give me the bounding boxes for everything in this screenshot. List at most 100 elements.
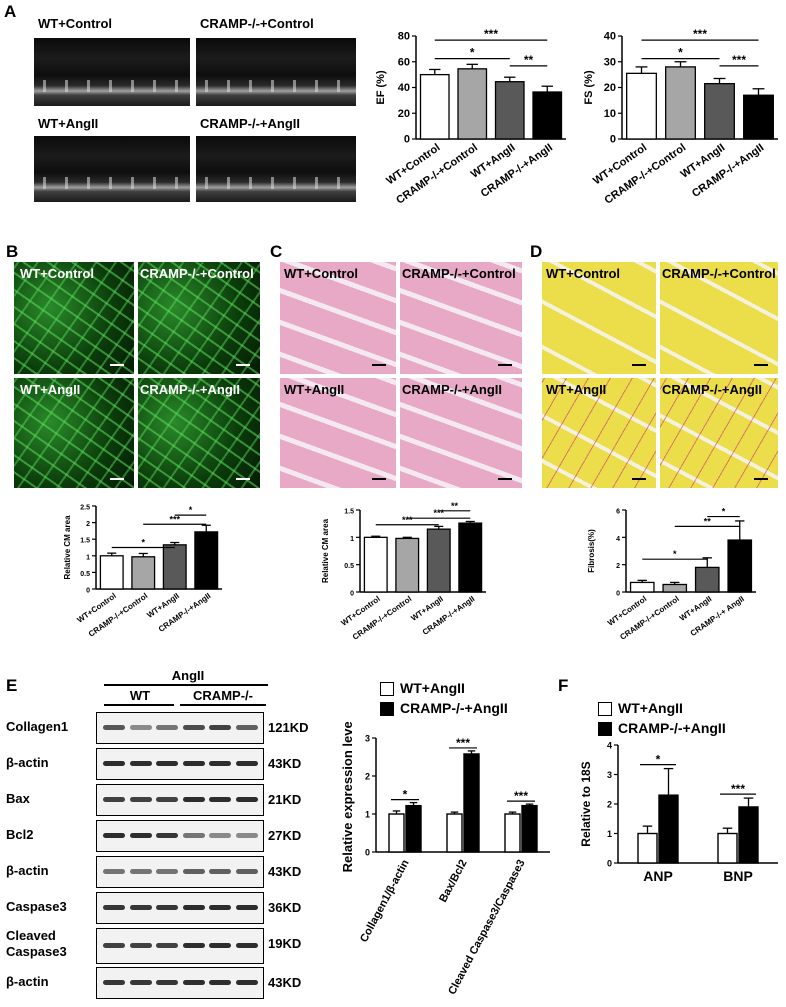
bar [694,566,720,593]
legend-e-wt-text: WT+AngII [400,680,465,696]
bar [658,794,679,864]
sr-image-cramp-control: CRAMP-/-+Control [660,262,778,374]
y-tick-label: 0 [350,591,354,598]
blot-band [103,761,125,766]
blot-band [209,725,231,730]
scale-bar [372,364,386,366]
echo-image-cramp-angii [196,136,356,202]
blot-cramp-label: CRAMP-/- [193,688,253,703]
bar [738,806,759,864]
bar [494,81,525,140]
y-tick-label: 40 [398,82,410,94]
sr-image-cramp-angii: CRAMP-/-+AngII [660,378,778,488]
significance-label: ** [451,501,459,511]
echo-label-wt-angii: WT+AngII [38,116,99,131]
scale-bar [110,478,124,480]
scale-bar [110,364,124,366]
panel-label-e: E [6,676,18,695]
blot-band [103,943,125,948]
blot-row-label: Caspase3 [6,899,67,914]
y-axis-label: Relative CM area [63,515,72,580]
y-tick-label: 6 [616,509,620,516]
blot-band [235,797,258,802]
significance-label: *** [433,508,444,518]
panel-label-c: C [270,242,283,261]
panel-label-b: B [6,242,19,261]
blot-band [129,869,152,874]
legend-f-cramp-text: CRAMP-/-+AngII [618,720,726,736]
blot-kd-label: 27KD [268,828,302,843]
sr-label-wt-control: WT+Control [546,266,621,281]
blot-band [209,833,231,838]
blot-wt-line [104,704,174,706]
sr-image-wt-angii: WT+AngII [542,378,656,488]
echo-image-wt-control [34,38,190,106]
bar [463,753,480,853]
category-label: CRAMP-/-+Control [618,594,681,642]
blot-band [129,905,152,910]
y-tick-label: 0 [607,859,612,869]
blot-band [182,833,205,838]
y-tick-label: 1 [350,536,354,543]
y-tick-label: 0 [365,848,370,858]
gfp-image-cramp-control: CRAMP-/-+Control [138,262,260,374]
blot-band [156,833,178,838]
y-tick-label: 1 [607,829,612,839]
bar [637,832,658,864]
fibrosis-chart-d: 0246Fibrosis(%)WT+ControlCRAMP-/-+Contro… [587,507,756,642]
blot-band [209,943,231,948]
y-tick-label: 0 [404,134,410,146]
y-axis-label: Relative CM area [321,518,330,583]
y-tick-label: 30 [604,56,616,68]
gfp-label-wt-control: WT+Control [20,266,95,281]
echo-label-cramp-angii: CRAMP-/-+AngII [200,116,301,131]
y-axis-label: FS (%) [583,70,595,105]
blot-band [156,761,178,766]
significance-label: *** [732,53,746,67]
significance-label: * [189,505,193,515]
scale-bar [498,478,512,480]
legend-swatch-wt [380,682,394,697]
blot-strip [96,967,264,999]
echo-image-cramp-control [196,38,356,106]
blot-kd-label: 43KD [268,756,302,771]
he-label-wt-control: WT+Control [284,266,359,281]
blot-band [129,833,152,838]
scale-bar [632,478,646,480]
sr-label-wt-angii: WT+AngII [546,382,607,397]
relative-18s-chart-f: 0 1 2 3 4 Relative to 18S * ANP *** BNP [579,741,778,884]
significance-label: *** [402,515,413,525]
y-tick-label: 2 [86,521,90,528]
bar [426,528,451,593]
blot-band [235,833,258,838]
gfp-image-wt-control: WT+Control [14,262,134,374]
y-axis-label: EF (%) [375,70,387,105]
blot-band [103,833,125,838]
blot-band [235,905,258,910]
y-tick-label: 20 [604,82,616,94]
significance-label: *** [731,782,745,796]
legend-swatch-cramp [380,702,394,717]
y-tick-label: 2 [607,800,612,810]
blot-kd-label: 121KD [268,720,309,735]
blot-strip [96,748,264,780]
gfp-label-wt-angii: WT+AngII [20,382,81,397]
significance-label: * [673,549,677,559]
panel-label-d: D [530,242,543,261]
bar [626,72,657,140]
blot-band [182,797,205,802]
he-image-wt-control: WT+Control [280,262,396,374]
blot-band [103,797,125,802]
blot-strip [96,928,264,964]
y-tick-label: 1.5 [80,538,90,545]
blot-band [209,869,231,874]
echo-label-wt-control: WT+Control [38,16,113,31]
blot-band [103,905,125,910]
sr-label-cramp-angii: CRAMP-/-+AngII [662,382,763,397]
y-tick-label: 4 [616,536,620,543]
category-label: ANP [643,868,673,884]
legend-swatch-cramp [598,722,612,737]
blot-strip [96,856,264,888]
